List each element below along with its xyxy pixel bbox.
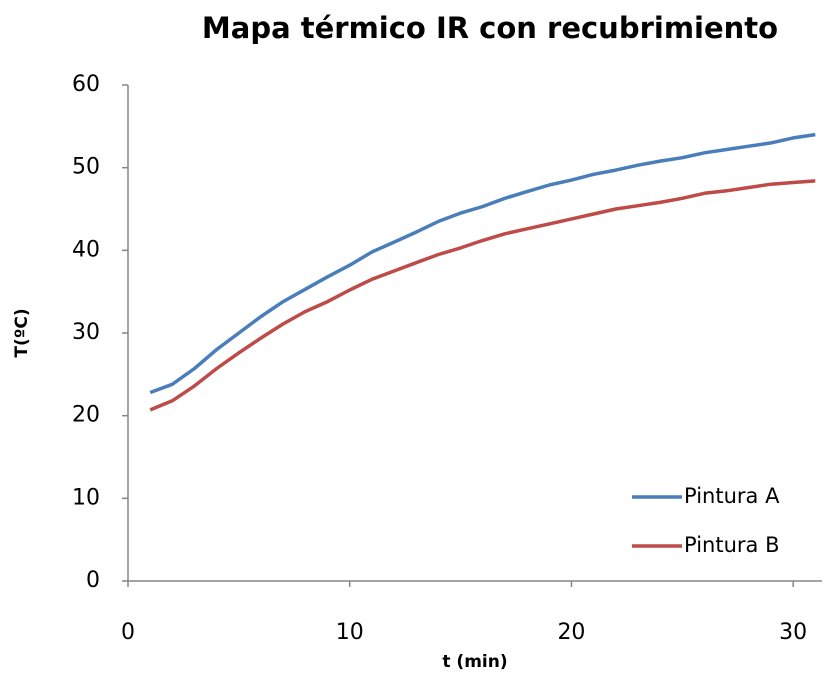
- y-axis-label: T(ºC): [12, 308, 32, 357]
- y-tick-label: 10: [72, 485, 100, 510]
- legend-label: Pintura B: [684, 533, 779, 557]
- y-tick-label: 50: [72, 155, 100, 180]
- y-tick-label: 60: [72, 72, 100, 97]
- series-line: [149, 132, 816, 395]
- y-tick-label: 30: [72, 320, 100, 345]
- x-tick-label: 20: [557, 620, 585, 645]
- x-axis-label: t (min): [442, 652, 507, 672]
- y-tick-label: 40: [72, 237, 100, 262]
- x-tick-label: 0: [121, 620, 135, 645]
- x-tick-label: 10: [336, 620, 364, 645]
- chart-title: Mapa térmico IR con recubrimiento: [202, 11, 778, 45]
- legend-label: Pintura A: [684, 484, 780, 508]
- x-tick-label: 30: [779, 620, 807, 645]
- y-tick-label: 0: [86, 568, 100, 593]
- y-tick-label: 20: [72, 403, 100, 428]
- series-line: [149, 179, 816, 412]
